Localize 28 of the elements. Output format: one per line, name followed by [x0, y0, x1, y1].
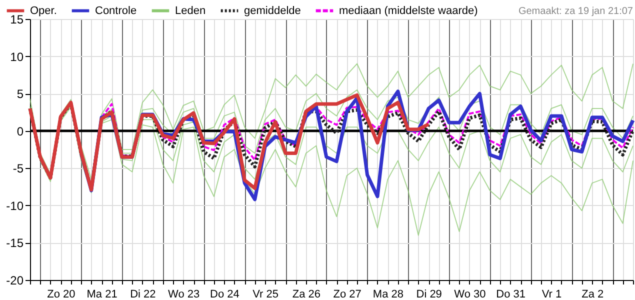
x-tick-label: Zo 27	[333, 288, 362, 300]
x-tick-label: Do 24	[210, 288, 240, 300]
x-tick-label: Za 2	[582, 288, 604, 300]
x-tick-label: Vr 1	[542, 288, 562, 300]
y-tick-label: -15	[6, 236, 24, 250]
y-tick-label: 10	[10, 50, 24, 64]
x-tick-label: Ma 28	[372, 288, 404, 300]
legend-label: Leden	[175, 4, 206, 17]
x-tick-label: Zo 20	[47, 288, 76, 300]
x-tick-label: Di 22	[130, 288, 156, 300]
legend-label: gemiddelde	[244, 4, 301, 17]
x-tick-label: Wo 23	[168, 288, 200, 300]
y-tick-label: 0	[16, 124, 24, 138]
text: Gemaakt: za 19 jan 21:07	[518, 6, 634, 17]
x-tick-label: Wo 30	[454, 288, 486, 300]
y-tick-label: 15	[10, 12, 24, 26]
legend-label: Controle	[95, 4, 137, 17]
y-tick-label: -5	[12, 162, 24, 176]
x-tick-label: Do 31	[496, 288, 526, 300]
y-tick-label: -10	[6, 198, 24, 213]
legend-label: mediaan (middelste waarde)	[339, 4, 478, 17]
x-tick-label: Di 29	[416, 288, 442, 300]
legend-label: Oper.	[30, 4, 57, 17]
x-tick-label: Za 26	[292, 288, 321, 300]
x-tick-label: Ma 21	[86, 288, 118, 300]
x-tick-label: Vr 25	[252, 288, 279, 300]
y-tick-label: -20	[6, 274, 24, 288]
y-tick-label: 5	[16, 87, 24, 102]
